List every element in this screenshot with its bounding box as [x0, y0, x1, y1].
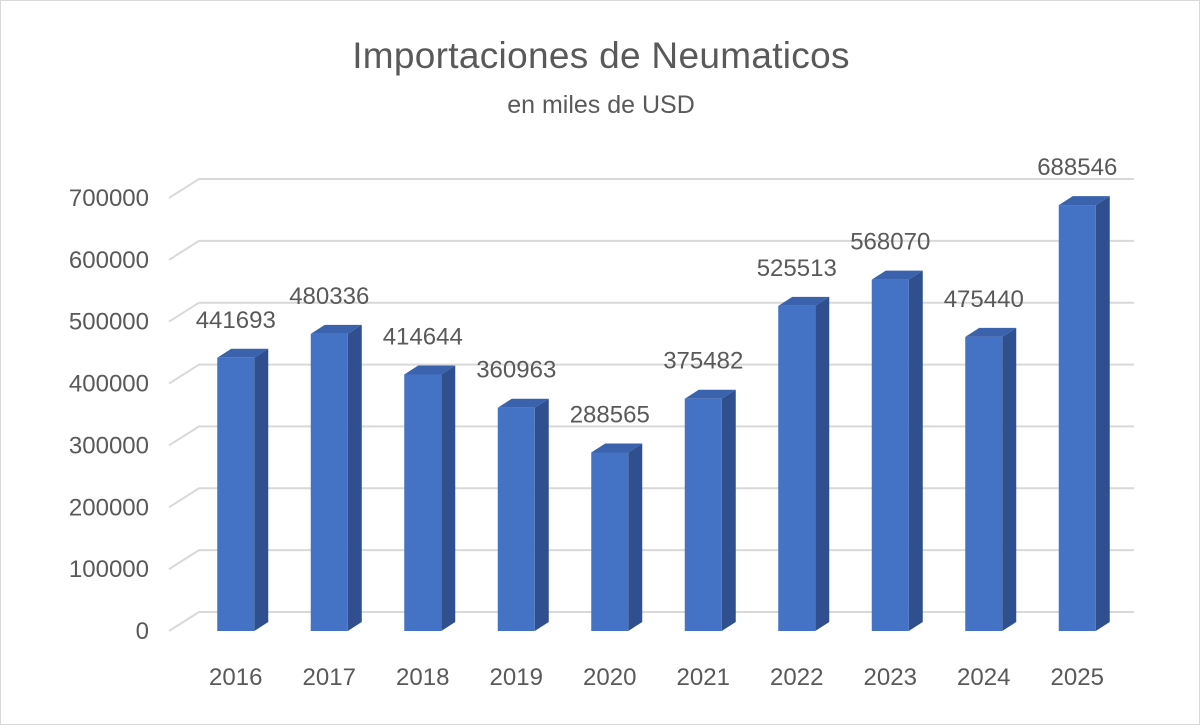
bar-side — [815, 296, 830, 631]
bar-top — [778, 296, 830, 306]
bar-side — [721, 389, 736, 631]
y-tick-label: 400000 — [69, 371, 149, 398]
bar — [217, 357, 255, 631]
bar-top — [1058, 196, 1110, 206]
x-tick-label: 2019 — [490, 664, 543, 691]
x-tick-label: 2016 — [209, 664, 262, 691]
data-label: 441693 — [196, 307, 276, 334]
y-tick-label: 200000 — [69, 494, 149, 521]
bar — [310, 333, 348, 631]
bar-top — [217, 348, 269, 358]
bar — [497, 407, 535, 631]
bar-side — [534, 398, 549, 631]
x-tick-label: 2024 — [957, 664, 1010, 691]
gridline — [168, 178, 1134, 199]
bar — [778, 305, 816, 631]
data-label: 288565 — [570, 402, 650, 429]
bar — [591, 452, 629, 631]
x-tick-label: 2021 — [677, 664, 730, 691]
bar-top — [404, 365, 456, 375]
data-label: 475440 — [944, 286, 1024, 313]
y-tick-label: 600000 — [69, 247, 149, 274]
bar-side — [254, 348, 269, 631]
data-label: 414644 — [383, 324, 463, 351]
bar-top — [497, 398, 549, 408]
bar-side — [1002, 327, 1017, 631]
y-tick-label: 300000 — [69, 432, 149, 459]
data-label: 688546 — [1037, 154, 1117, 181]
bar — [404, 374, 442, 631]
bar-side — [441, 365, 456, 631]
x-tick-label: 2022 — [770, 664, 823, 691]
bar — [1058, 205, 1096, 631]
bar-side — [1095, 196, 1110, 631]
bar-side — [628, 443, 643, 631]
y-tick-label: 100000 — [69, 556, 149, 583]
y-tick-label: 700000 — [69, 185, 149, 212]
x-tick-label: 2025 — [1051, 664, 1104, 691]
gridline — [168, 239, 1134, 261]
data-label: 568070 — [850, 229, 930, 256]
bar-top — [684, 389, 736, 399]
data-label: 525513 — [757, 255, 837, 282]
chart-title: Importaciones de Neumaticos — [352, 35, 850, 76]
bar — [684, 398, 722, 631]
x-tick-label: 2020 — [583, 664, 636, 691]
data-label: 480336 — [289, 283, 369, 310]
y-tick-label: 500000 — [69, 309, 149, 336]
data-label: 375482 — [663, 348, 743, 375]
bar-top — [310, 324, 362, 334]
x-tick-label: 2017 — [303, 664, 356, 691]
bar — [965, 336, 1003, 631]
y-tick-label: 0 — [136, 618, 149, 645]
bar-top — [591, 443, 643, 453]
x-tick-label: 2018 — [396, 664, 449, 691]
bar-side — [908, 270, 923, 631]
data-label: 360963 — [476, 357, 556, 384]
bar — [871, 279, 909, 631]
bar-top — [871, 270, 923, 280]
x-tick-label: 2023 — [864, 664, 917, 691]
bar-side — [347, 324, 362, 631]
bar-top — [965, 327, 1017, 337]
chart-subtitle: en miles de USD — [507, 91, 695, 119]
